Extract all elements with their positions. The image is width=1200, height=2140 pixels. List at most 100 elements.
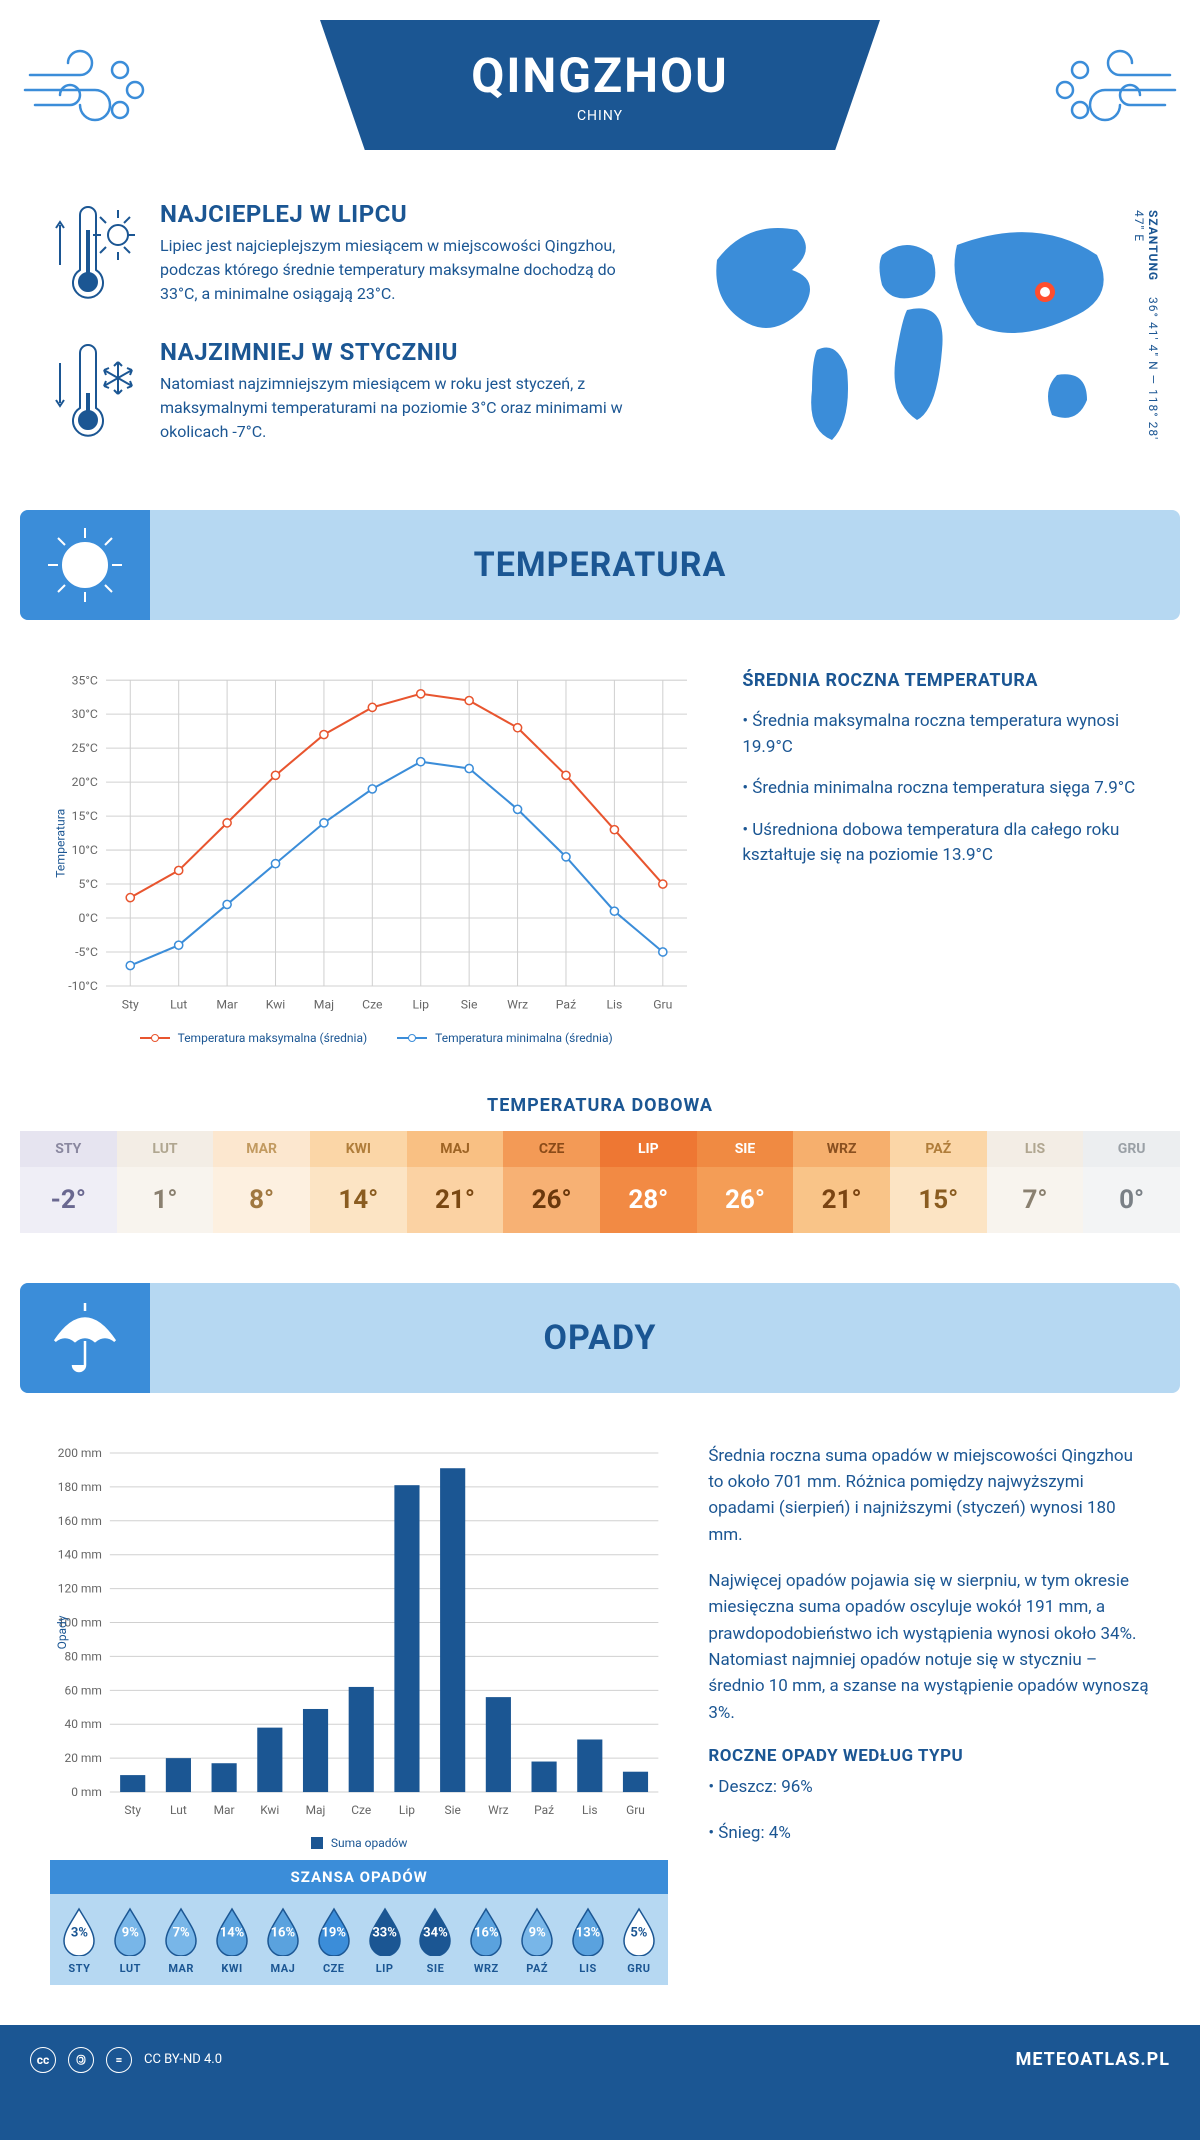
world-map	[697, 200, 1137, 460]
cc-icon: cc	[30, 2047, 56, 2073]
legend-max: Temperatura maksymalna (średnia)	[178, 1031, 368, 1045]
precip-chart: 0 mm20 mm40 mm60 mm80 mm100 mm120 mm140 …	[50, 1443, 668, 1822]
daily-cell: LIS7°	[987, 1131, 1084, 1233]
header: QINGZHOU CHINY	[20, 20, 1180, 190]
precip-type-1: • Śnieg: 4%	[708, 1820, 1150, 1846]
svg-text:Gru: Gru	[653, 997, 672, 1011]
chance-cell: 9%LUT	[107, 1906, 154, 1975]
license-text: CC BY-ND 4.0	[144, 2052, 222, 2067]
map-column: SZANTUNG 36° 41' 4" N — 118° 28' 47" E	[685, 200, 1150, 460]
chance-cell: 16%MAJ	[259, 1906, 306, 1975]
cold-fact-body: Natomiast najzimniejszym miesiącem w rok…	[160, 372, 655, 444]
svg-text:0 mm: 0 mm	[71, 1785, 102, 1799]
page: QINGZHOU CHINY NAJCIEPLE	[0, 0, 1200, 2095]
svg-text:0°C: 0°C	[79, 911, 98, 925]
svg-text:35°C: 35°C	[72, 673, 98, 687]
svg-text:Sie: Sie	[444, 1803, 460, 1817]
svg-text:-5°C: -5°C	[75, 945, 98, 959]
thermometer-cold-icon	[50, 338, 140, 448]
chance-cell: 14%KWI	[209, 1906, 256, 1975]
chance-cell: 9%PAŹ	[514, 1906, 561, 1975]
daily-cell: WRZ21°	[793, 1131, 890, 1233]
lat-label: 36° 41' 4" N	[1146, 297, 1160, 371]
svg-text:25°C: 25°C	[72, 741, 98, 755]
temp-bullet-0: • Średnia maksymalna roczna temperatura …	[742, 709, 1150, 760]
precip-left: 0 mm20 mm40 mm60 mm80 mm100 mm120 mm140 …	[50, 1443, 668, 1985]
svg-text:Sie: Sie	[461, 997, 478, 1011]
daily-cell: PAŹ15°	[890, 1131, 987, 1233]
legend-min: Temperatura minimalna (średnia)	[435, 1031, 613, 1045]
chance-cell: 16%WRZ	[463, 1906, 510, 1975]
cold-fact-title: NAJZIMNIEJ W STYCZNIU	[160, 338, 655, 366]
region-label: SZANTUNG	[1146, 210, 1160, 281]
svg-text:Lip: Lip	[413, 997, 430, 1011]
svg-text:-10°C: -10°C	[68, 979, 98, 993]
title-banner: QINGZHOU CHINY	[320, 20, 880, 150]
daily-cell: MAJ21°	[407, 1131, 504, 1233]
svg-text:Temperatura: Temperatura	[53, 809, 67, 878]
svg-text:Maj: Maj	[314, 997, 334, 1011]
chance-cell: 5%GRU	[615, 1906, 662, 1975]
svg-text:Kwi: Kwi	[260, 1803, 279, 1817]
daily-temp-table: STY-2°LUT1°MAR8°KWI14°MAJ21°CZE26°LIP28°…	[20, 1131, 1180, 1233]
license-block: cc 🄯 = CC BY-ND 4.0	[30, 2047, 222, 2073]
chance-cell: 33%LIP	[361, 1906, 408, 1975]
hot-fact: NAJCIEPLEJ W LIPCU Lipiec jest najcieple…	[50, 200, 655, 310]
wind-icon-left	[20, 35, 160, 135]
svg-text:15°C: 15°C	[72, 809, 98, 823]
temp-legend: Temperatura maksymalna (średnia) Tempera…	[50, 1031, 702, 1045]
daily-temp-title: TEMPERATURA DOBOWA	[20, 1095, 1180, 1116]
svg-text:Mar: Mar	[214, 1803, 235, 1817]
svg-text:5°C: 5°C	[79, 877, 98, 891]
daily-cell: MAR8°	[213, 1131, 310, 1233]
precip-row: 0 mm20 mm40 mm60 mm80 mm100 mm120 mm140 …	[20, 1413, 1180, 1995]
by-icon: 🄯	[68, 2047, 94, 2073]
daily-cell: LIP28°	[600, 1131, 697, 1233]
precip-info: Średnia roczna suma opadów w miejscowośc…	[708, 1443, 1150, 1985]
daily-cell: LUT1°	[117, 1131, 214, 1233]
precip-type-0: • Deszcz: 96%	[708, 1774, 1150, 1800]
svg-text:120 mm: 120 mm	[58, 1581, 102, 1595]
temperature-row: -10°C-5°C0°C5°C10°C15°C20°C25°C30°C35°CS…	[20, 640, 1180, 1065]
temperature-banner: TEMPERATURA	[20, 510, 1180, 620]
svg-text:Cze: Cze	[351, 1803, 371, 1817]
daily-cell: STY-2°	[20, 1131, 117, 1233]
svg-text:Cze: Cze	[362, 997, 383, 1011]
svg-text:180 mm: 180 mm	[58, 1479, 102, 1493]
precip-banner: OPADY	[20, 1283, 1180, 1393]
svg-text:Lis: Lis	[606, 997, 622, 1011]
temp-info-title: ŚREDNIA ROCZNA TEMPERATURA	[742, 670, 1150, 691]
thermometer-hot-icon	[50, 200, 140, 310]
daily-cell: GRU0°	[1083, 1131, 1180, 1233]
precip-p2: Najwięcej opadów pojawia się w sierpniu,…	[708, 1568, 1150, 1726]
coordinates: SZANTUNG 36° 41' 4" N — 118° 28' 47" E	[1132, 210, 1160, 460]
svg-text:Lis: Lis	[582, 1803, 598, 1817]
daily-cell: SIE26°	[697, 1131, 794, 1233]
daily-cell: KWI14°	[310, 1131, 407, 1233]
svg-text:160 mm: 160 mm	[58, 1513, 102, 1527]
chance-cell: 34%SIE	[412, 1906, 459, 1975]
country-subtitle: CHINY	[577, 108, 623, 124]
svg-text:Wrz: Wrz	[507, 997, 528, 1011]
svg-text:Kwi: Kwi	[266, 997, 285, 1011]
svg-text:Lut: Lut	[170, 1803, 187, 1817]
temperature-info: ŚREDNIA ROCZNA TEMPERATURA • Średnia mak…	[742, 670, 1150, 1045]
chance-grid: 3%STY9%LUT7%MAR14%KWI16%MAJ19%CZE33%LIP3…	[50, 1894, 668, 1985]
svg-text:200 mm: 200 mm	[58, 1445, 102, 1459]
precip-type-title: ROCZNE OPADY WEDŁUG TYPU	[708, 1746, 1150, 1766]
chance-cell: 13%LIS	[565, 1906, 612, 1975]
svg-text:20°C: 20°C	[72, 775, 98, 789]
temp-bullet-1: • Średnia minimalna roczna temperatura s…	[742, 776, 1150, 802]
svg-text:Lip: Lip	[399, 1803, 415, 1817]
svg-text:Mar: Mar	[216, 997, 237, 1011]
svg-text:40 mm: 40 mm	[64, 1717, 101, 1731]
facts-column: NAJCIEPLEJ W LIPCU Lipiec jest najcieple…	[50, 200, 655, 460]
site-name: METEOATLAS.PL	[1016, 2049, 1170, 2070]
city-title: QINGZHOU	[471, 47, 728, 104]
umbrella-icon	[20, 1283, 150, 1393]
svg-text:30°C: 30°C	[72, 707, 98, 721]
svg-text:Sty: Sty	[124, 1803, 141, 1817]
svg-text:Wrz: Wrz	[488, 1803, 509, 1817]
precip-title: OPADY	[544, 1318, 657, 1358]
intro-section: NAJCIEPLEJ W LIPCU Lipiec jest najcieple…	[20, 190, 1180, 490]
